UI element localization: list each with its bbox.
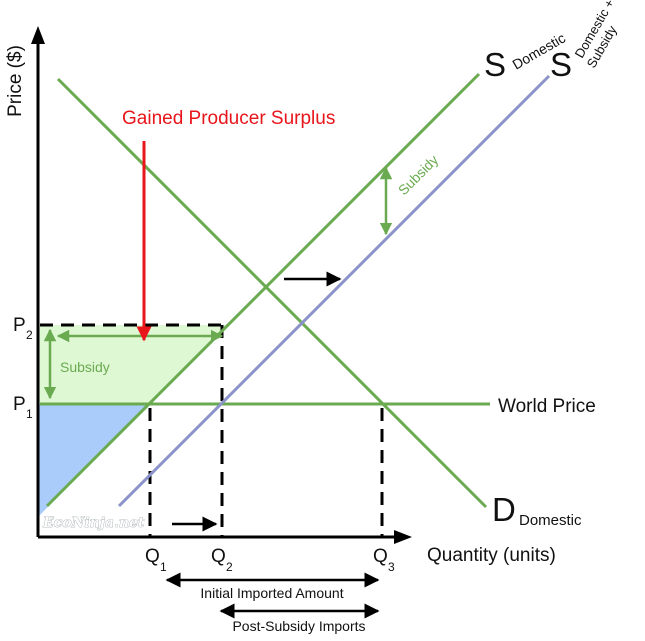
demand-domestic-letter: D	[492, 491, 516, 528]
demand-domestic-curve	[56, 77, 488, 509]
q1-subscript: 1	[160, 560, 167, 574]
supply-domestic-letter: S	[484, 46, 506, 83]
q2-subscript: 2	[226, 560, 233, 574]
p2-label: P	[13, 315, 26, 336]
supply-subsidy-curve	[117, 74, 551, 508]
world-price-label: World Price	[498, 396, 596, 417]
q1-label: Q	[145, 546, 160, 567]
x-axis-label: Quantity (units)	[427, 545, 556, 566]
q3-label: Q	[373, 546, 388, 567]
gained-producer-surplus-area	[39, 325, 229, 404]
demand-domestic-subscript: Domestic	[519, 512, 582, 529]
x-axis	[38, 530, 412, 544]
initial-imports-label: Initial Imported Amount	[200, 585, 343, 601]
p1-label: P	[13, 394, 26, 415]
supply-domestic-curve	[45, 72, 481, 508]
y-axis	[31, 26, 45, 537]
gained-producer-surplus-label: Gained Producer Surplus	[122, 108, 335, 129]
p2-subscript: 2	[26, 328, 33, 342]
subsidy-label-left: Subsidy	[60, 359, 110, 375]
y-axis-label: Price ($)	[5, 45, 26, 117]
q3-subscript: 3	[388, 560, 395, 574]
p1-subscript: 1	[26, 407, 33, 421]
q2-label: Q	[211, 546, 226, 567]
post-subsidy-imports-label: Post-Subsidy Imports	[232, 618, 365, 634]
supply-subsidy-letter: S	[550, 46, 572, 83]
econinja-watermark: EcoNinja.net	[42, 515, 145, 531]
